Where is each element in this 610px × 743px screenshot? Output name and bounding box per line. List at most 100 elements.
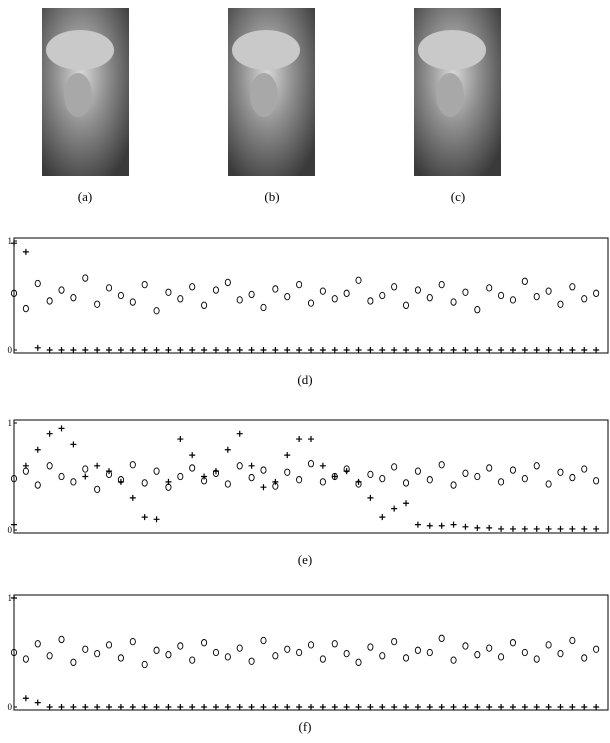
- plus-marker: [34, 446, 41, 453]
- circle-marker: [521, 474, 528, 483]
- circle-marker: [189, 656, 196, 664]
- circle-marker: [450, 656, 457, 664]
- circle-marker: [248, 290, 255, 299]
- plus-marker: [331, 473, 338, 480]
- plus-marker: [379, 514, 386, 521]
- plus-marker: [474, 704, 481, 710]
- circle-marker: [46, 462, 53, 470]
- circle-marker: [474, 472, 481, 481]
- circle-marker: [189, 464, 196, 472]
- circle-marker: [486, 464, 493, 472]
- plus-marker: [474, 347, 481, 353]
- photo-b: [228, 8, 315, 176]
- circle-marker: [509, 296, 517, 304]
- plus-marker: [201, 347, 208, 353]
- circle-marker: [105, 641, 113, 649]
- circle-marker: [474, 306, 481, 314]
- circle-marker: [569, 636, 576, 645]
- circle-marker: [58, 635, 65, 644]
- plus-marker: [129, 347, 136, 353]
- caption: (f): [299, 719, 312, 734]
- circle-marker: [10, 474, 18, 483]
- circle-marker: [58, 286, 65, 294]
- plus-marker: [165, 347, 172, 353]
- plus-marker: [177, 704, 184, 710]
- circle-marker: [402, 301, 410, 309]
- plus-marker: [319, 347, 326, 353]
- circle-marker: [70, 658, 77, 666]
- circle-marker: [129, 298, 136, 306]
- plus-marker: [153, 516, 160, 523]
- plus-marker: [486, 704, 493, 710]
- caption: (d): [297, 372, 312, 387]
- plus-marker: [272, 347, 279, 353]
- plus-marker: [450, 347, 457, 353]
- plus-marker: [165, 704, 172, 710]
- circle-marker: [438, 461, 445, 469]
- plus-marker: [438, 704, 445, 710]
- plus-marker: [58, 704, 65, 710]
- circle-marker: [117, 291, 124, 300]
- plus-marker: [355, 704, 362, 710]
- plus-marker: [426, 522, 433, 529]
- circle-marker: [331, 295, 338, 303]
- circle-marker: [248, 657, 255, 665]
- plus-marker: [486, 524, 493, 531]
- circle-marker: [509, 639, 517, 647]
- plus-marker: [296, 436, 303, 443]
- plus-marker: [403, 500, 410, 507]
- circle-marker: [509, 466, 517, 474]
- circle-marker: [94, 649, 101, 658]
- plus-marker: [22, 248, 29, 255]
- circle-marker: [533, 655, 540, 663]
- circle-marker: [367, 470, 374, 479]
- plus-marker: [391, 704, 398, 710]
- plus-marker: [212, 704, 219, 710]
- circle-marker: [284, 645, 291, 653]
- plus-marker: [426, 704, 433, 710]
- circle-marker: [22, 304, 29, 313]
- circle-marker: [141, 660, 148, 669]
- circle-marker: [593, 289, 600, 297]
- circle-marker: [236, 296, 243, 304]
- circle-marker: [593, 477, 600, 485]
- plus-marker: [284, 452, 291, 459]
- circle-marker: [236, 644, 243, 652]
- plus-marker: [414, 704, 421, 710]
- plus-marker: [462, 347, 469, 353]
- circle-marker: [224, 653, 231, 661]
- plus-marker: [593, 525, 600, 532]
- plus-marker: [46, 347, 53, 353]
- circle-marker: [177, 642, 184, 650]
- plus-marker: [117, 478, 124, 485]
- plus-marker: [58, 425, 65, 432]
- plus-marker: [569, 347, 576, 353]
- plus-marker: [557, 704, 564, 710]
- circle-marker: [177, 295, 184, 303]
- plus-marker: [177, 436, 184, 443]
- plus-marker: [308, 436, 314, 443]
- y-tick-label: 1: [8, 236, 13, 246]
- circle-marker: [94, 485, 101, 493]
- circle-marker: [10, 289, 18, 297]
- circle-marker: [545, 480, 552, 488]
- circle-marker: [462, 642, 469, 650]
- circle-marker: [414, 646, 421, 654]
- circle-marker: [367, 643, 374, 651]
- circle-marker: [34, 481, 41, 489]
- plus-marker: [438, 347, 445, 353]
- circle-marker: [557, 468, 564, 476]
- circle-marker: [557, 649, 564, 658]
- circle-marker: [248, 473, 255, 482]
- plus-marker: [533, 704, 540, 710]
- circle-marker: [521, 277, 528, 285]
- plus-marker: [94, 704, 101, 710]
- circle-marker: [165, 651, 172, 659]
- plus-marker: [177, 347, 184, 353]
- y-tick-label: 0: [8, 525, 13, 535]
- plus-marker: [308, 347, 314, 353]
- circle-marker: [533, 462, 540, 470]
- plus-marker: [141, 347, 148, 353]
- circle-marker: [260, 303, 267, 312]
